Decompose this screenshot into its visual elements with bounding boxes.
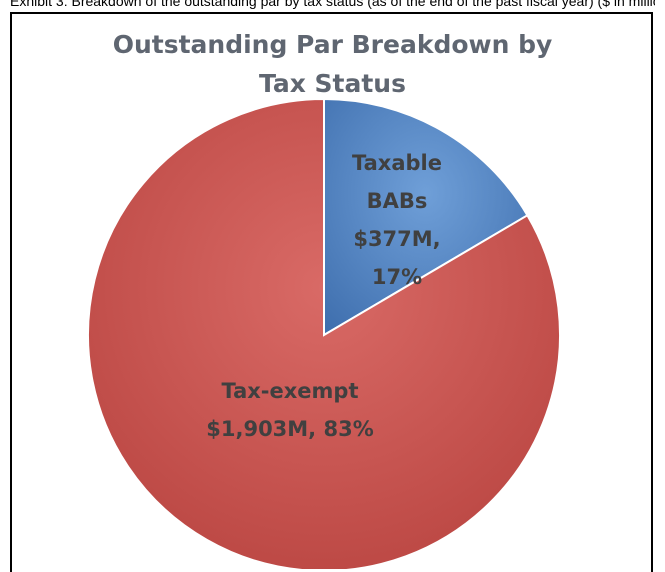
- pie-slice-tax-exempt: [87, 97, 561, 569]
- chart-title-line-2: Tax Status: [259, 69, 406, 98]
- chart-frame: [10, 12, 653, 572]
- slice-label-tax-exempt-line-1: Tax-exempt: [221, 379, 358, 403]
- chart-title-line-1: Outstanding Par Breakdown by: [112, 30, 553, 59]
- slice-label-taxable-babs-line-4: 17%: [372, 265, 422, 289]
- slice-label-taxable-babs-line-2: BABs: [367, 189, 428, 213]
- slice-label-taxable-babs-line-3: $377M,: [353, 227, 440, 251]
- slice-label-taxable-babs-line-1: Taxable: [352, 151, 442, 175]
- slice-label-tax-exempt-line-2: $1,903M, 83%: [206, 417, 374, 441]
- pie-slice-taxable-babs: [323, 97, 529, 337]
- top-caption: Exhibit 3: Breakdown of the outstanding …: [10, 0, 655, 9]
